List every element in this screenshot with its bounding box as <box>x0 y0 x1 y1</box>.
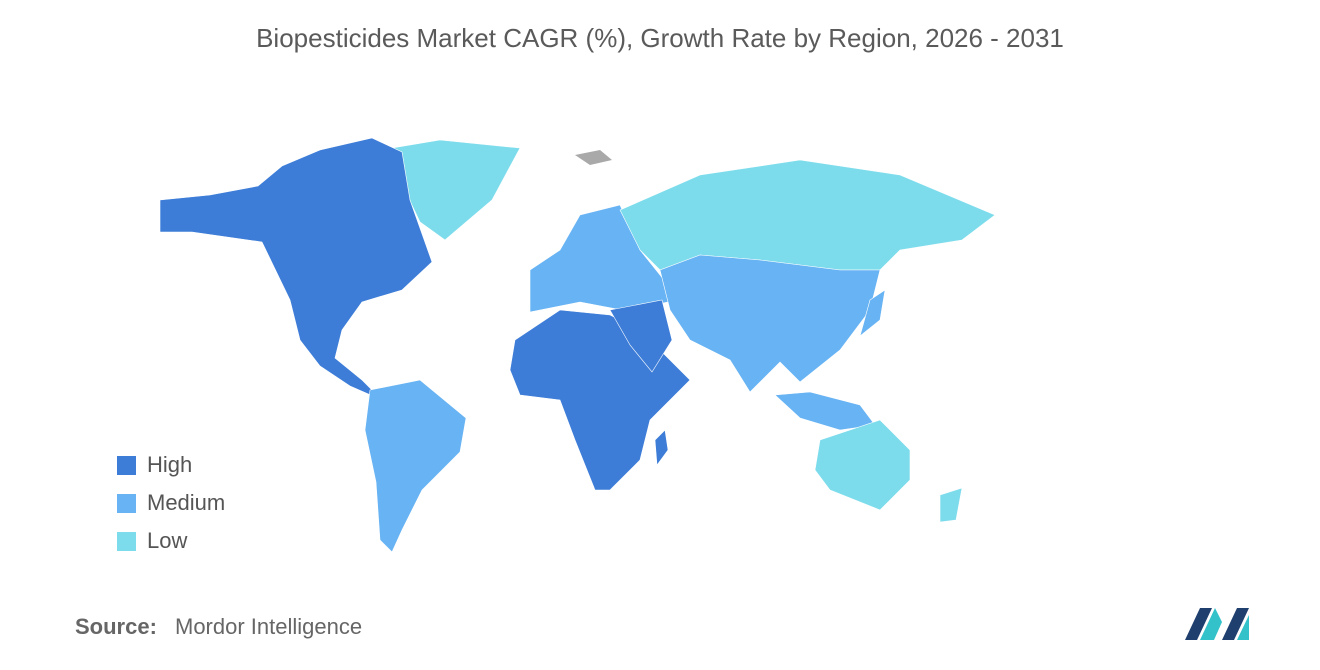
logo <box>1185 608 1249 640</box>
source-label: Source: <box>75 614 157 639</box>
title: Biopesticides Market CAGR (%), Growth Ra… <box>256 23 1064 53</box>
russia <box>619 159 996 271</box>
asia <box>659 254 881 393</box>
legend: High Medium Low <box>117 452 225 553</box>
legend-label: High <box>147 452 192 477</box>
middle-east <box>609 299 673 373</box>
japan <box>859 289 886 337</box>
source-text: Mordor Intelligence <box>175 614 362 639</box>
south-america <box>364 379 467 553</box>
australia <box>814 419 911 511</box>
legend-swatch <box>117 494 136 513</box>
svalbard <box>575 150 612 165</box>
legend-swatch <box>117 456 136 475</box>
legend-swatch <box>117 532 136 551</box>
world-map <box>159 137 996 553</box>
north-america <box>159 137 433 401</box>
legend-label: Low <box>147 528 187 553</box>
new-zealand <box>939 487 963 523</box>
europe <box>529 204 681 313</box>
southeast-asia <box>774 391 876 431</box>
madagascar <box>654 429 669 466</box>
legend-label: Medium <box>147 490 225 515</box>
